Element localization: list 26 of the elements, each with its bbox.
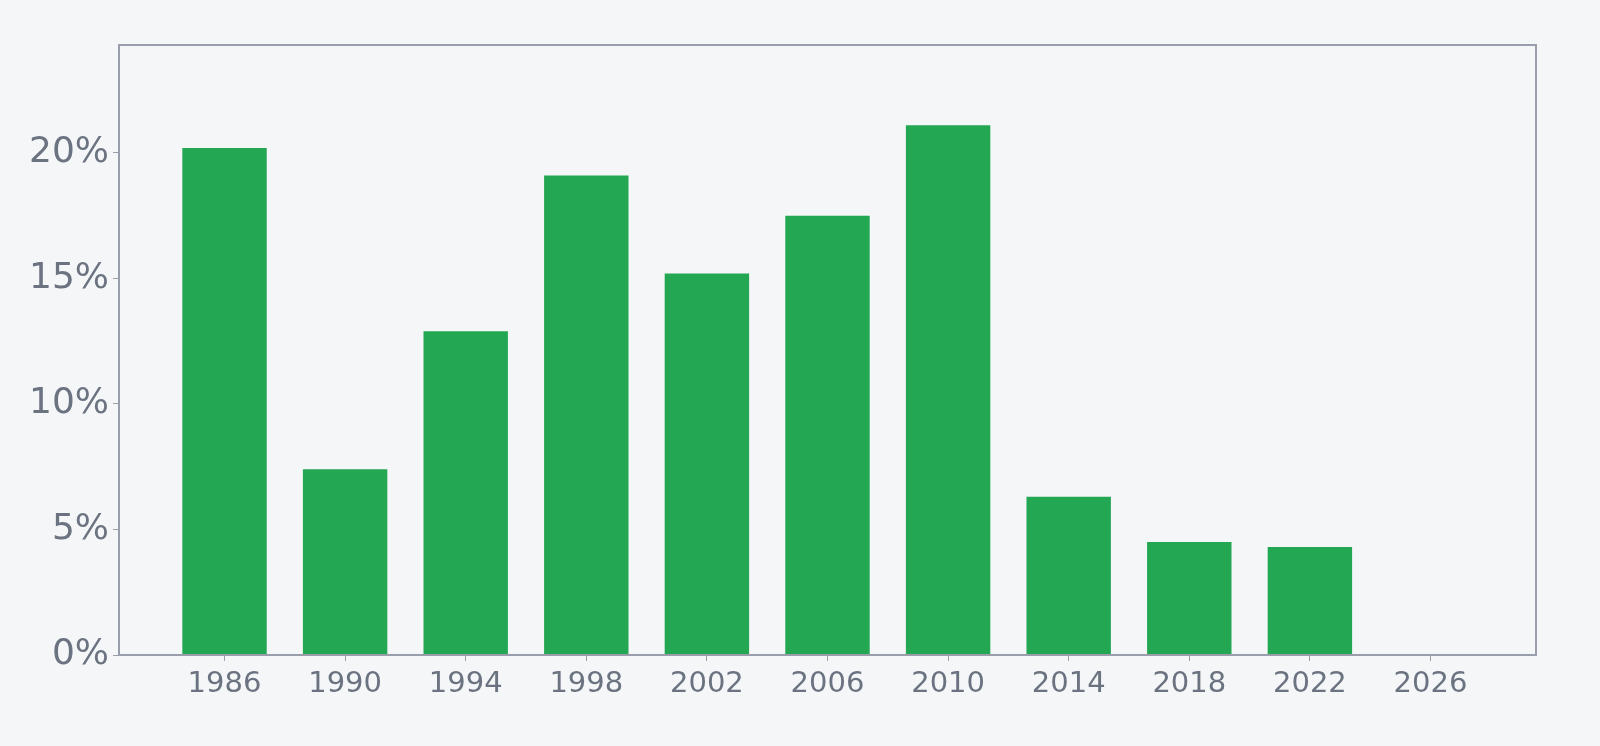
bar bbox=[1026, 496, 1111, 655]
bar bbox=[423, 331, 508, 655]
bar bbox=[302, 469, 388, 655]
x-tick-label: 1990 bbox=[308, 664, 383, 699]
bar bbox=[544, 175, 629, 655]
bar bbox=[1147, 542, 1232, 655]
bar bbox=[182, 147, 267, 655]
x-tick-label: 1986 bbox=[187, 664, 262, 699]
bar bbox=[664, 273, 750, 655]
x-tick-label: 2018 bbox=[1152, 664, 1227, 699]
y-tick-label: 20% bbox=[28, 129, 109, 171]
y-tick-label: 0% bbox=[51, 631, 109, 673]
bar bbox=[1267, 547, 1353, 655]
x-tick-label: 1994 bbox=[428, 664, 503, 699]
y-tick-label: 5% bbox=[51, 505, 109, 547]
x-tick-label: 2026 bbox=[1393, 664, 1468, 699]
bar bbox=[905, 125, 991, 655]
x-tick-label: 2006 bbox=[790, 664, 865, 699]
x-tick-label: 2022 bbox=[1272, 664, 1347, 699]
y-tick-label: 15% bbox=[28, 254, 109, 296]
x-tick-label: 1998 bbox=[549, 664, 624, 699]
bar bbox=[785, 215, 870, 655]
x-tick-label: 2014 bbox=[1031, 664, 1106, 699]
x-tick-label: 2010 bbox=[911, 664, 985, 699]
y-tick-label: 10% bbox=[28, 380, 109, 422]
x-tick-label: 2002 bbox=[670, 664, 744, 699]
